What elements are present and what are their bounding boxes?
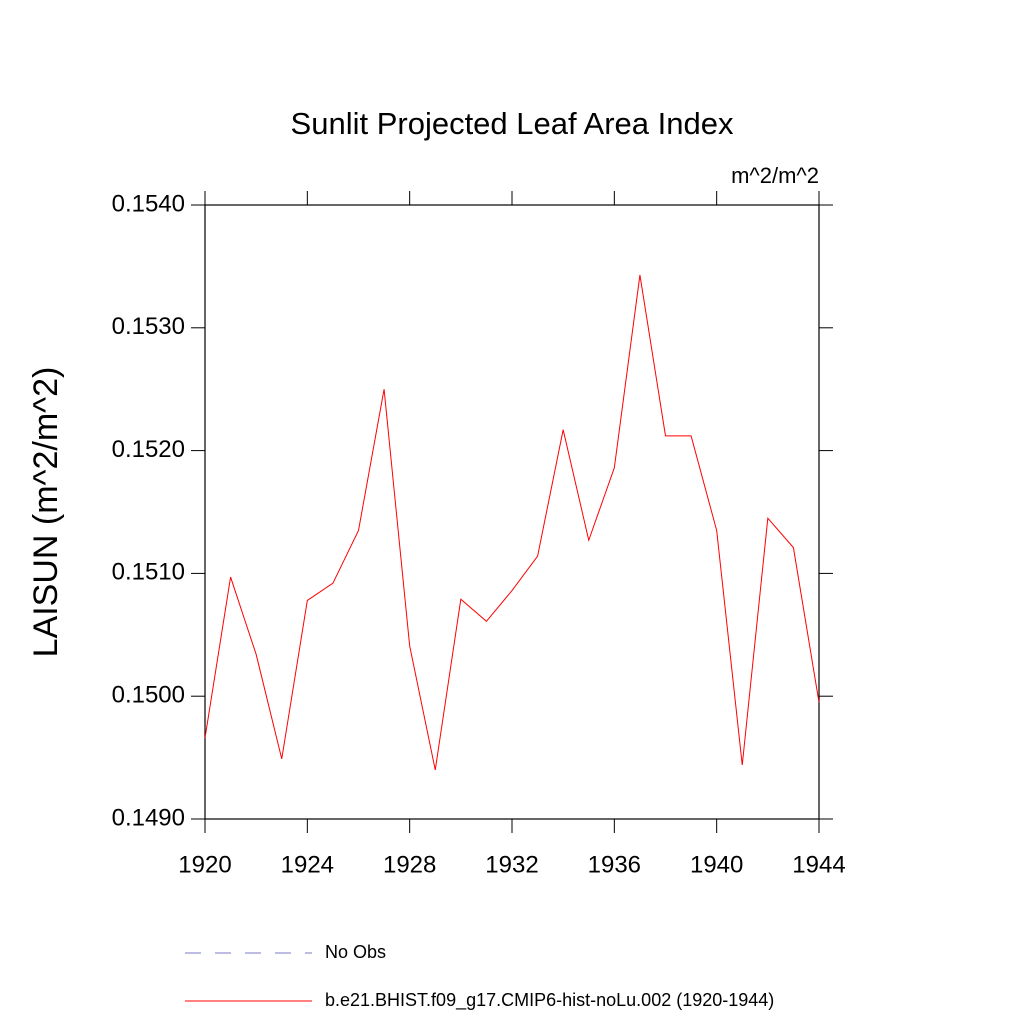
legend-label: No Obs	[325, 942, 386, 962]
chart-title: Sunlit Projected Leaf Area Index	[291, 106, 734, 141]
data-line	[204, 274, 820, 770]
x-tick-label: 1944	[792, 851, 845, 878]
x-tick-label: 1932	[485, 851, 538, 878]
y-tick-label: 0.1540	[112, 190, 185, 217]
y-tick-label: 0.1510	[112, 559, 185, 586]
x-tick-label: 1928	[383, 851, 436, 878]
x-tick-label: 1936	[588, 851, 641, 878]
plot-frame	[204, 204, 820, 820]
y-axis-label: LAISUN (m^2/m^2)	[27, 367, 65, 658]
units-label: m^2/m^2	[731, 163, 819, 188]
x-tick-label: 1924	[281, 851, 334, 878]
y-tick-label: 0.1520	[112, 436, 185, 463]
y-tick-label: 0.1500	[112, 682, 185, 709]
x-tick-label: 1920	[178, 851, 231, 878]
y-tick-label: 0.1530	[112, 313, 185, 340]
x-tick-label: 1940	[690, 851, 743, 878]
legend-label: b.e21.BHIST.f09_g17.CMIP6-hist-noLu.002 …	[325, 990, 774, 1011]
y-tick-label: 0.1490	[112, 804, 185, 831]
